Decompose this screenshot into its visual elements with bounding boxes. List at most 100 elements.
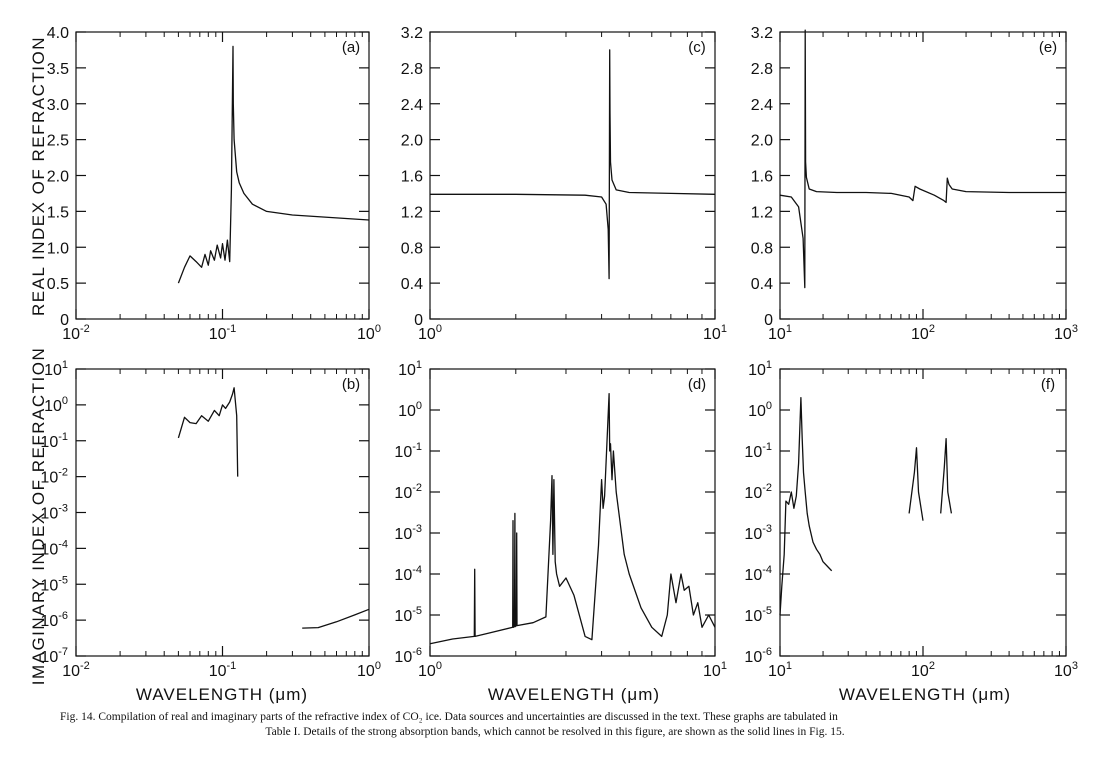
y-tick-label: 0.4 xyxy=(401,276,423,293)
panel-d: 100 101 10-6 10-5 10-4 10-3 10-2 10-1 100 101 (d) xyxy=(394,359,727,680)
series-line xyxy=(429,393,716,645)
y-tick-label: 2.8 xyxy=(751,61,773,78)
y-tick-label: 1.0 xyxy=(47,240,69,257)
x-tick-label: 10-2 xyxy=(62,660,90,680)
panel-label: (f) xyxy=(1041,376,1055,393)
y-tick-label: 10-6 xyxy=(40,610,68,630)
y-tick-label: 10-5 xyxy=(40,574,68,594)
panel-label: (b) xyxy=(342,376,360,393)
panel-b: 10-2 10-1 100 10-7 10-6 10-5 10-4 10-3 10-2 10-1 1… xyxy=(40,359,381,680)
x-tick-label: 101 xyxy=(703,660,727,680)
y-tick-label: 100 xyxy=(748,400,772,420)
plot-frame xyxy=(429,368,716,657)
y-tick-label: 4.0 xyxy=(47,25,69,42)
plot-frame xyxy=(75,368,370,657)
figure-caption: Fig. 14. Compilation of real and imagina… xyxy=(60,710,1050,740)
y-tick-label: 0.5 xyxy=(47,276,69,293)
series-line xyxy=(177,45,370,284)
y-tick-label: 10-3 xyxy=(394,523,422,543)
x-tick-label: 100 xyxy=(357,323,381,343)
y-tick-label: 0.8 xyxy=(751,240,773,257)
y-tick-label: 10-6 xyxy=(744,646,772,666)
y-tick-label: 10-4 xyxy=(394,564,422,584)
series-line xyxy=(940,438,953,514)
wavelength-axis-label-3: WAVELENGTH (μm) xyxy=(839,685,1011,704)
y-tick-label: 2.8 xyxy=(401,61,423,78)
x-tick-label: 101 xyxy=(768,660,792,680)
y-tick-label: 0 xyxy=(414,312,423,329)
series-line xyxy=(302,608,370,629)
x-tick-label: 103 xyxy=(1054,660,1078,680)
y-tick-label: 2.4 xyxy=(751,97,773,114)
series-line xyxy=(430,49,716,280)
figure: REAL INDEX OF REFRACTION IMAGINARY INDEX… xyxy=(29,25,1078,704)
real-index-axis-label: REAL INDEX OF REFRACTION xyxy=(29,36,48,316)
y-tick-label: 2.0 xyxy=(47,169,69,186)
panel-f: 101 102 103 10-6 10-5 10-4 10-3 10-2 10-1 100 101 (… xyxy=(744,359,1078,680)
y-tick-label: 10-5 xyxy=(744,605,772,625)
y-tick-label: 101 xyxy=(44,359,68,379)
series-line xyxy=(908,447,924,521)
y-tick-label: 1.2 xyxy=(401,204,423,221)
y-tick-label: 1.2 xyxy=(751,204,773,221)
y-tick-label: 3.5 xyxy=(47,61,69,78)
y-tick-label: 10-1 xyxy=(394,441,422,461)
y-tick-label: 10-3 xyxy=(744,523,772,543)
y-tick-label: 2.0 xyxy=(751,133,773,150)
plot-frame xyxy=(75,31,370,320)
x-tick-label: 101 xyxy=(703,323,727,343)
panel-label: (c) xyxy=(688,39,706,56)
panel-label: (e) xyxy=(1039,39,1057,56)
y-tick-label: 0 xyxy=(60,312,69,329)
imaginary-index-axis-label: IMAGINARY INDEX OF REFRACTION xyxy=(29,347,48,686)
y-tick-label: 1.6 xyxy=(751,169,773,186)
caption-line-2: Table I. Details of the strong absorptio… xyxy=(265,726,845,738)
series-line xyxy=(177,387,239,477)
y-tick-label: 3.2 xyxy=(751,25,773,42)
y-tick-label: 101 xyxy=(748,359,772,379)
y-tick-label: 10-2 xyxy=(394,482,422,502)
y-tick-label: 101 xyxy=(398,359,422,379)
x-tick-label: 100 xyxy=(418,660,442,680)
x-tick-label: 102 xyxy=(911,660,935,680)
y-tick-label: 10-1 xyxy=(744,441,772,461)
y-tick-label: 10-2 xyxy=(40,467,68,487)
y-tick-label: 2.5 xyxy=(47,133,69,150)
panel-a: 10-2 10-1 100 0 0.5 1.0 1.5 2.0 2.5 3.0 3.5 4.0 (a) xyxy=(47,25,381,343)
series-line xyxy=(779,29,1066,289)
x-tick-label: 100 xyxy=(418,323,442,343)
y-tick-label: 0.4 xyxy=(751,276,773,293)
y-tick-label: 100 xyxy=(44,395,68,415)
y-tick-label: 1.6 xyxy=(401,169,423,186)
x-tick-label: 10-1 xyxy=(209,323,237,343)
x-tick-label: 101 xyxy=(768,323,792,343)
series-line xyxy=(779,397,833,616)
y-tick-label: 10-1 xyxy=(40,431,68,451)
plot-frame xyxy=(779,368,1067,657)
x-tick-label: 10-1 xyxy=(209,660,237,680)
y-tick-label: 0.8 xyxy=(401,240,423,257)
panel-label: (a) xyxy=(342,39,360,56)
plot-frame xyxy=(429,31,716,320)
x-tick-label: 100 xyxy=(357,660,381,680)
y-tick-label: 10-2 xyxy=(744,482,772,502)
panel-c: 100 101 0 0.4 0.8 1.2 1.6 2.0 2.4 2.8 3.2 (c) xyxy=(401,25,727,343)
x-tick-label: 102 xyxy=(911,323,935,343)
y-tick-label: 10-6 xyxy=(394,646,422,666)
caption-line-1: Fig. 14. Compilation of real and imagina… xyxy=(60,711,838,723)
wavelength-axis-label-2: WAVELENGTH (μm) xyxy=(488,685,660,704)
y-tick-label: 10-4 xyxy=(744,564,772,584)
plot-frame xyxy=(779,31,1067,320)
wavelength-axis-label-1: WAVELENGTH (μm) xyxy=(136,685,308,704)
y-tick-label: 100 xyxy=(398,400,422,420)
y-tick-label: 10-4 xyxy=(40,538,68,558)
x-tick-label: 103 xyxy=(1054,323,1078,343)
y-tick-label: 2.0 xyxy=(401,133,423,150)
y-tick-label: 10-7 xyxy=(40,646,68,666)
y-tick-label: 0 xyxy=(764,312,773,329)
panel-e: 101 102 103 0 0.4 0.8 1.2 1.6 2.0 2.4 2.8 3.2 (e) xyxy=(751,25,1078,343)
x-tick-label: 10-2 xyxy=(62,323,90,343)
y-tick-label: 3.0 xyxy=(47,97,69,114)
y-tick-label: 1.5 xyxy=(47,204,69,221)
panel-label: (d) xyxy=(688,376,706,393)
